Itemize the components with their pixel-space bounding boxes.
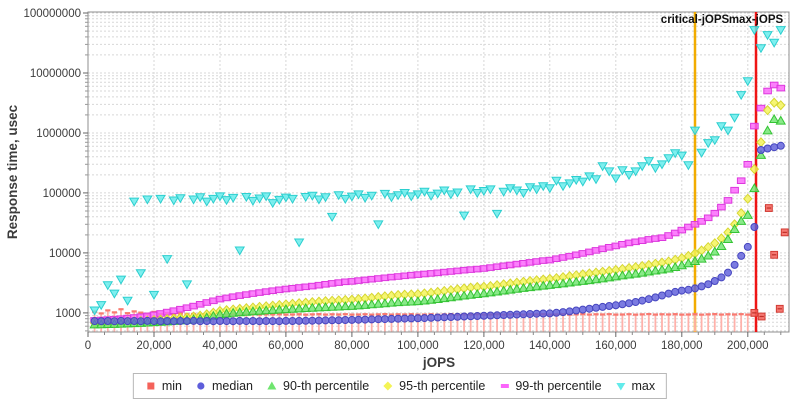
gridlines [88, 12, 789, 332]
triangle-down-icon [616, 383, 626, 391]
legend-label: max [631, 379, 656, 393]
legend-label: min [161, 379, 183, 393]
y-axis-tick-label: 1000 [55, 308, 81, 320]
y-axis-tick-label: 10000000 [30, 68, 81, 80]
x-axis-tick-label: 140,000 [529, 340, 571, 352]
x-axis-tick-label: 100,000 [397, 340, 439, 352]
y-axis-tick-label: 10000 [49, 248, 81, 260]
legend-item-median: median [195, 379, 253, 393]
legend-item-95-th-percentile: 95-th percentile [382, 379, 485, 393]
legend-label: 99-th percentile [515, 379, 602, 393]
y-axis-tick-label: 1000000 [36, 128, 81, 140]
x-axis-tick-labels: 0 20,000 40,000 60,000 80,000 100,000 120,000 1… [85, 340, 769, 352]
legend-item-min: min [145, 379, 182, 393]
legend-label: median [212, 379, 254, 393]
legend-item-99-th-percentile: 99-th percentile [498, 379, 602, 393]
hbar-icon [500, 384, 509, 388]
x-axis-tick-label: 0 [85, 340, 91, 352]
legend: min median 90-th percentile 95-th percentil… [132, 373, 668, 399]
square-icon [147, 382, 155, 390]
plot-border [87, 11, 790, 333]
diamond-icon [383, 381, 393, 391]
legend-label: 95-th percentile [399, 379, 486, 393]
reference-line-labels: critical-jOPS max-jOPS [661, 14, 784, 26]
legend-item-90-th-percentile: 90-th percentile [266, 379, 369, 393]
series-max [89, 26, 787, 316]
y-axis-tick-labels: 1000 10000 100000 1000000 10000000 100000000 [23, 8, 81, 320]
x-axis-tick-label: 160,000 [595, 340, 637, 352]
series-median [90, 141, 785, 326]
x-axis-tick-label: 180,000 [661, 340, 703, 352]
legend-label: 90-th percentile [283, 379, 370, 393]
x-axis-tick-label: 120,000 [463, 340, 505, 352]
series-90-th-percentile [89, 113, 787, 329]
x-axis-tick-label: 40,000 [202, 340, 237, 352]
axis-ticks [83, 12, 782, 337]
y-axis-tick-label: 100000000 [23, 8, 81, 20]
x-axis-tick-label: 60,000 [268, 340, 303, 352]
x-axis-tick-label: 20,000 [136, 340, 171, 352]
max-jOPS-label: max-jOPS [729, 14, 784, 26]
x-axis-title: jOPS [422, 355, 455, 370]
x-axis-tick-label: 80,000 [334, 340, 369, 352]
series-99-th-percentile [90, 81, 786, 324]
critical-jOPS-label: critical-jOPS [661, 14, 730, 26]
y-axis-title: Response time, usec [5, 104, 20, 239]
y-axis-tick-label: 100000 [43, 188, 81, 200]
x-axis-tick-label: 200,000 [727, 340, 769, 352]
circle-icon [197, 382, 205, 390]
triangle-up-icon [267, 381, 277, 390]
legend-item-max: max [615, 379, 656, 393]
